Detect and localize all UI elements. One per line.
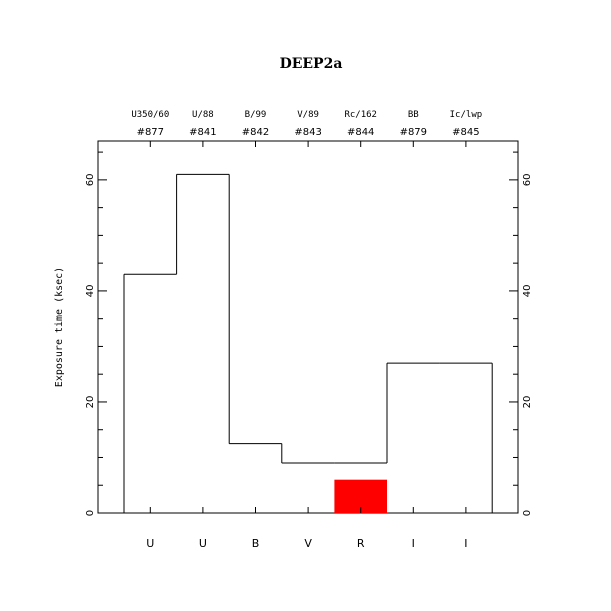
y-tick-label-left: 60 (85, 173, 96, 186)
category-label: U (199, 537, 207, 550)
category-label: V (304, 537, 312, 550)
filter-name-label: Rc/162 (344, 110, 377, 120)
y-tick-label-right: 40 (522, 285, 533, 298)
category-label: U (146, 537, 154, 550)
filter-id-label: #877 (137, 127, 164, 138)
y-axis-label: Exposure time (ksec) (54, 267, 65, 387)
chart-title: DEEP2a (280, 56, 343, 72)
plot-frame (97, 140, 519, 514)
filter-id-label: #842 (242, 127, 269, 138)
filter-name-label: U350/60 (131, 110, 169, 120)
category-label: R (357, 537, 365, 550)
category-label: I (412, 537, 415, 550)
filter-name-label: BB (408, 110, 419, 120)
filter-id-label: #841 (189, 127, 216, 138)
y-tick-label-left: 40 (85, 285, 96, 298)
filter-name-label: Ic/lwp (450, 110, 483, 120)
filter-name-label: V/89 (297, 110, 319, 120)
category-label: I (464, 537, 467, 550)
category-label: B (252, 537, 260, 550)
y-tick-label-right: 20 (522, 396, 533, 409)
filter-id-label: #845 (452, 127, 479, 138)
filter-name-label: U/88 (192, 110, 214, 120)
y-tick-label-right: 60 (522, 173, 533, 186)
y-tick-label-left: 20 (85, 396, 96, 409)
filter-id-label: #843 (294, 127, 321, 138)
y-tick-label-left: 0 (85, 510, 96, 516)
filter-name-label: B/99 (245, 110, 267, 120)
filter-id-label: #879 (400, 127, 427, 138)
y-tick-label-right: 0 (522, 510, 533, 516)
filter-id-label: #844 (347, 127, 374, 138)
